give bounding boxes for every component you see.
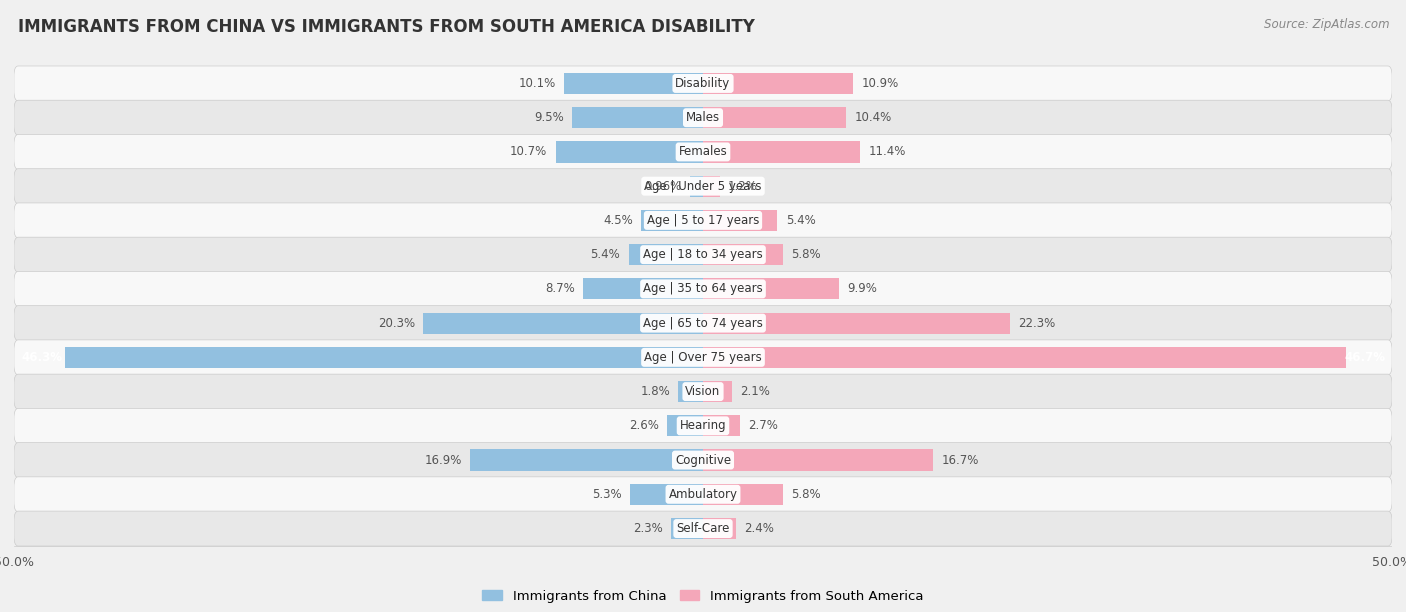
Bar (572, 107, 703, 129)
Bar (703, 347, 1347, 368)
FancyBboxPatch shape (14, 135, 1392, 170)
Bar (423, 313, 703, 334)
Text: 9.9%: 9.9% (848, 282, 877, 296)
Text: Ambulatory: Ambulatory (668, 488, 738, 501)
Text: Cognitive: Cognitive (675, 453, 731, 466)
Bar (703, 107, 846, 129)
Bar (671, 518, 703, 539)
Bar (703, 518, 737, 539)
FancyBboxPatch shape (14, 169, 1392, 204)
Bar (703, 210, 778, 231)
Text: Age | 5 to 17 years: Age | 5 to 17 years (647, 214, 759, 227)
Bar (564, 73, 703, 94)
Text: IMMIGRANTS FROM CHINA VS IMMIGRANTS FROM SOUTH AMERICA DISABILITY: IMMIGRANTS FROM CHINA VS IMMIGRANTS FROM… (18, 18, 755, 36)
Text: 5.4%: 5.4% (786, 214, 815, 227)
Text: 8.7%: 8.7% (546, 282, 575, 296)
Text: 16.7%: 16.7% (942, 453, 979, 466)
Bar (703, 415, 740, 436)
Text: 0.96%: 0.96% (644, 180, 682, 193)
Bar (703, 483, 783, 505)
Text: Males: Males (686, 111, 720, 124)
Bar (703, 278, 839, 299)
Bar (703, 141, 860, 163)
Text: 1.8%: 1.8% (640, 385, 669, 398)
Text: Source: ZipAtlas.com: Source: ZipAtlas.com (1264, 18, 1389, 31)
Bar (628, 244, 703, 265)
FancyBboxPatch shape (14, 305, 1392, 341)
FancyBboxPatch shape (14, 408, 1392, 443)
FancyBboxPatch shape (14, 511, 1392, 546)
Text: 4.5%: 4.5% (603, 214, 633, 227)
Text: 2.6%: 2.6% (628, 419, 659, 432)
Bar (583, 278, 703, 299)
Bar (703, 381, 733, 402)
Bar (703, 73, 853, 94)
Bar (555, 141, 703, 163)
Bar (65, 347, 703, 368)
Text: Age | Over 75 years: Age | Over 75 years (644, 351, 762, 364)
Text: 10.7%: 10.7% (510, 146, 547, 159)
FancyBboxPatch shape (14, 66, 1392, 101)
Text: 22.3%: 22.3% (1018, 316, 1056, 330)
Bar (678, 381, 703, 402)
Text: Age | 18 to 34 years: Age | 18 to 34 years (643, 248, 763, 261)
Text: Age | 65 to 74 years: Age | 65 to 74 years (643, 316, 763, 330)
Text: 5.4%: 5.4% (591, 248, 620, 261)
Text: 2.3%: 2.3% (633, 522, 664, 535)
Text: 20.3%: 20.3% (378, 316, 415, 330)
Bar (690, 176, 703, 197)
Text: Disability: Disability (675, 77, 731, 90)
Text: Age | Under 5 years: Age | Under 5 years (644, 180, 762, 193)
Text: 2.7%: 2.7% (748, 419, 779, 432)
Text: 1.2%: 1.2% (728, 180, 758, 193)
FancyBboxPatch shape (14, 271, 1392, 307)
Text: 9.5%: 9.5% (534, 111, 564, 124)
FancyBboxPatch shape (14, 237, 1392, 272)
Text: Vision: Vision (685, 385, 721, 398)
Bar (641, 210, 703, 231)
FancyBboxPatch shape (14, 340, 1392, 375)
FancyBboxPatch shape (14, 374, 1392, 409)
FancyBboxPatch shape (14, 203, 1392, 238)
Text: 5.3%: 5.3% (592, 488, 621, 501)
FancyBboxPatch shape (14, 477, 1392, 512)
Text: Age | 35 to 64 years: Age | 35 to 64 years (643, 282, 763, 296)
Bar (470, 449, 703, 471)
Bar (668, 415, 703, 436)
Text: 11.4%: 11.4% (869, 146, 905, 159)
Text: 16.9%: 16.9% (425, 453, 461, 466)
Text: Hearing: Hearing (679, 419, 727, 432)
Bar (703, 449, 934, 471)
Legend: Immigrants from China, Immigrants from South America: Immigrants from China, Immigrants from S… (477, 584, 929, 608)
Text: 10.9%: 10.9% (862, 77, 898, 90)
Text: 2.1%: 2.1% (740, 385, 770, 398)
Text: 46.3%: 46.3% (21, 351, 62, 364)
Bar (703, 176, 720, 197)
Bar (703, 313, 1011, 334)
Text: 10.1%: 10.1% (519, 77, 555, 90)
Text: 46.7%: 46.7% (1344, 351, 1385, 364)
Text: Self-Care: Self-Care (676, 522, 730, 535)
FancyBboxPatch shape (14, 442, 1392, 477)
Text: 2.4%: 2.4% (744, 522, 775, 535)
Text: 5.8%: 5.8% (792, 248, 821, 261)
Text: 10.4%: 10.4% (855, 111, 891, 124)
Text: Females: Females (679, 146, 727, 159)
Text: 5.8%: 5.8% (792, 488, 821, 501)
Bar (630, 483, 703, 505)
Bar (703, 244, 783, 265)
FancyBboxPatch shape (14, 100, 1392, 135)
